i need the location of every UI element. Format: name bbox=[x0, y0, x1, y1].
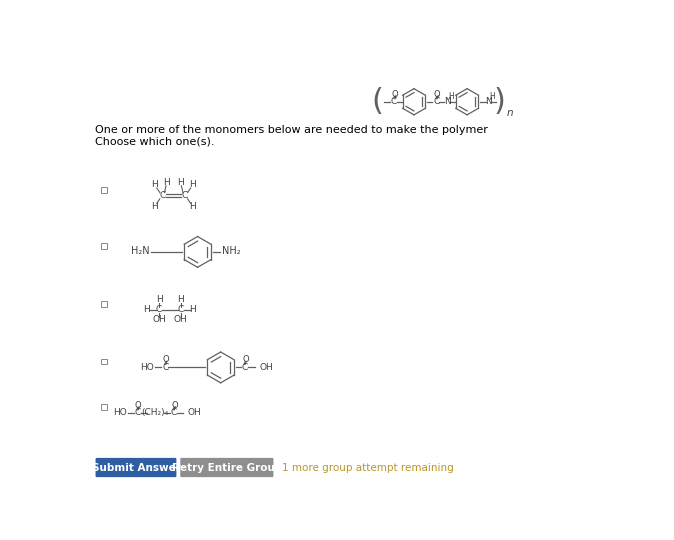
Text: H₂N: H₂N bbox=[131, 246, 150, 256]
Text: H: H bbox=[151, 180, 158, 190]
Text: N: N bbox=[443, 97, 450, 106]
Text: OH: OH bbox=[260, 363, 274, 372]
FancyBboxPatch shape bbox=[180, 458, 274, 477]
Text: C: C bbox=[156, 305, 162, 314]
Text: C: C bbox=[433, 97, 439, 106]
Bar bbox=[101, 359, 106, 364]
Text: OH: OH bbox=[187, 408, 202, 417]
Text: H: H bbox=[163, 178, 170, 187]
Bar bbox=[101, 244, 106, 249]
Text: C: C bbox=[171, 408, 177, 417]
Text: O: O bbox=[135, 401, 142, 410]
Text: NH₂: NH₂ bbox=[222, 246, 241, 256]
Text: H: H bbox=[156, 295, 162, 304]
Text: n: n bbox=[506, 107, 513, 118]
Text: H: H bbox=[177, 295, 184, 304]
Text: Retry Entire Group: Retry Entire Group bbox=[172, 463, 282, 473]
Text: OH: OH bbox=[174, 315, 187, 324]
Text: C: C bbox=[134, 408, 141, 417]
Text: C: C bbox=[160, 191, 166, 200]
Text: Choose which one(s).: Choose which one(s). bbox=[95, 137, 215, 147]
Text: H: H bbox=[489, 92, 495, 101]
Bar bbox=[101, 404, 106, 410]
Bar bbox=[101, 301, 106, 307]
Text: O: O bbox=[392, 90, 398, 99]
Text: O: O bbox=[434, 90, 440, 99]
Text: (: ( bbox=[371, 87, 383, 116]
Text: H: H bbox=[189, 305, 196, 314]
Text: H: H bbox=[448, 92, 454, 101]
Text: OH: OH bbox=[152, 315, 166, 324]
Text: C: C bbox=[177, 305, 184, 314]
Text: O: O bbox=[242, 355, 249, 364]
Text: H: H bbox=[177, 178, 184, 187]
Text: ): ) bbox=[493, 87, 506, 116]
Text: C: C bbox=[181, 191, 187, 200]
Text: HO: HO bbox=[140, 363, 154, 372]
Text: O: O bbox=[171, 401, 178, 410]
Text: One or more of the monomers below are needed to make the polymer: One or more of the monomers below are ne… bbox=[95, 125, 488, 135]
Text: (CH₂)₄: (CH₂)₄ bbox=[141, 408, 168, 417]
Text: Submit Answer: Submit Answer bbox=[92, 463, 181, 473]
Text: N: N bbox=[485, 97, 492, 106]
Text: 1 more group attempt remaining: 1 more group attempt remaining bbox=[282, 463, 454, 473]
Text: H: H bbox=[151, 202, 158, 211]
Text: H: H bbox=[189, 202, 196, 211]
Text: C: C bbox=[391, 97, 397, 106]
Text: H: H bbox=[144, 305, 150, 314]
Text: C: C bbox=[241, 363, 247, 372]
Text: HO: HO bbox=[113, 408, 127, 417]
Text: O: O bbox=[162, 355, 169, 364]
FancyBboxPatch shape bbox=[96, 458, 177, 477]
Text: C: C bbox=[162, 363, 168, 372]
Bar bbox=[101, 187, 106, 193]
Text: H: H bbox=[189, 180, 196, 190]
